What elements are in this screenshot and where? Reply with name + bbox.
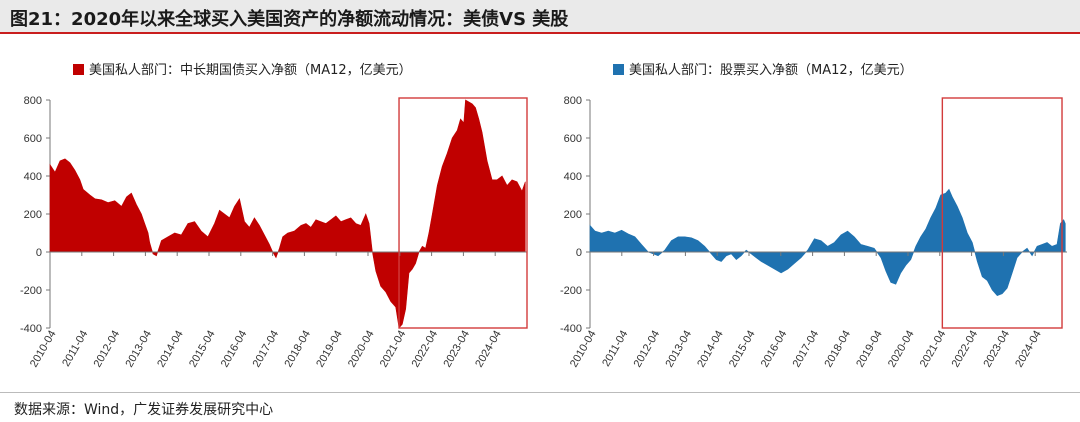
source-footer: 数据来源：Wind，广发证券发展研究中心 (0, 392, 1080, 422)
right-x-tick-label: 2020-04 (886, 329, 917, 370)
right-x-tick-label: 2014-04 (695, 329, 726, 370)
left-x-tick-label: 2015-04 (187, 329, 218, 370)
right-y-tick-label: 0 (576, 247, 582, 259)
right-y-tick-label: 600 (564, 133, 582, 145)
left-series-area (49, 99, 526, 329)
left-y-tick-label: -200 (20, 285, 42, 297)
right-x-tick-label: 2013-04 (663, 329, 694, 370)
left-x-tick-label: 2023-04 (441, 329, 472, 370)
left-legend: 美国私人部门：中长期国债买入净额（MA12，亿美元） (73, 63, 412, 78)
equity-net-purchase-chart: 美国私人部门：股票买入净额（MA12，亿美元） -400 -200 0 200 400 60… (560, 63, 1067, 370)
left-highlight-box (398, 97, 528, 329)
left-x-tick-label: 2013-04 (123, 329, 154, 370)
right-series-area (589, 188, 1066, 297)
left-x-tick-label: 2014-04 (155, 329, 186, 370)
left-x-tick-label: 2024-04 (473, 329, 504, 370)
left-x-tick-label: 2022-04 (410, 329, 441, 370)
right-y-tick-label: 800 (564, 95, 582, 107)
right-highlight-box (941, 97, 1063, 329)
left-y-tick-label: 800 (24, 95, 42, 107)
right-x-tick-label: 2017-04 (791, 329, 822, 370)
left-x-tick-label: 2011-04 (60, 329, 90, 369)
left-y-tick-label: -400 (20, 323, 42, 335)
right-x-tick-label: 2015-04 (727, 329, 758, 370)
right-x-tick-label: 2023-04 (981, 329, 1012, 370)
left-x-tick-label: 2016-04 (219, 329, 250, 370)
figure-title: 图21：2020年以来全球买入美国资产的净额流动情况：美债VS 美股 (10, 9, 569, 30)
treasury-net-purchase-chart: 美国私人部门：中长期国债买入净额（MA12，亿美元） -400 -200 0 200 40… (20, 63, 528, 370)
right-x-tick-label: 2011-04 (600, 329, 630, 369)
right-legend: 美国私人部门：股票买入净额（MA12，亿美元） (613, 63, 913, 78)
right-legend-swatch (613, 64, 624, 75)
right-x-tick-label: 2019-04 (854, 329, 885, 370)
right-x-tick-label: 2012-04 (632, 329, 663, 370)
right-x-tick-label: 2016-04 (759, 329, 790, 370)
left-x-tick-label: 2021-04 (378, 329, 409, 370)
right-x-tick-label: 2021-04 (918, 329, 949, 370)
left-legend-swatch (73, 64, 84, 75)
right-y-tick-label: 400 (564, 171, 582, 183)
left-legend-label: 美国私人部门：中长期国债买入净额（MA12，亿美元） (89, 63, 412, 78)
figure-title-bar: 图21：2020年以来全球买入美国资产的净额流动情况：美债VS 美股 (0, 0, 1080, 34)
left-y-tick-label: 0 (36, 247, 42, 259)
left-x-tick-label: 2018-04 (282, 329, 313, 370)
right-y-tick-label: -400 (560, 323, 582, 335)
left-x-tick-label: 2012-04 (92, 329, 123, 370)
right-x-tick-label: 2022-04 (950, 329, 981, 370)
left-y-tick-label: 600 (24, 133, 42, 145)
left-x-tick-label: 2019-04 (314, 329, 345, 370)
right-x-tick-label: 2024-04 (1013, 329, 1044, 370)
right-y-tick-label: 200 (564, 209, 582, 221)
left-y-tick-label: 200 (24, 209, 42, 221)
left-x-tick-label: 2017-04 (251, 329, 282, 370)
right-legend-label: 美国私人部门：股票买入净额（MA12，亿美元） (629, 63, 913, 78)
source-note: 数据来源：Wind，广发证券发展研究中心 (14, 402, 274, 418)
left-y-tick-label: 400 (24, 171, 42, 183)
right-y-tick-label: -200 (560, 285, 582, 297)
left-x-tick-label: 2020-04 (346, 329, 377, 370)
right-x-tick-label: 2018-04 (822, 329, 853, 370)
